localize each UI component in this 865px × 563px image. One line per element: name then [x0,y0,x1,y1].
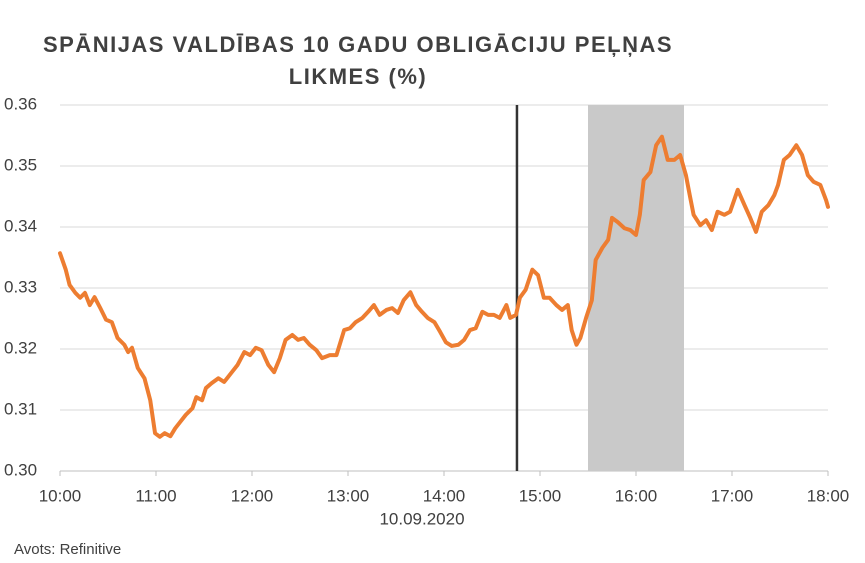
chart-title: LIKMES (%) [289,64,427,89]
x-axis-label: 10.09.2020 [379,509,464,528]
y-tick-label: 0.31 [4,399,37,418]
x-tick-label: 15:00 [519,486,562,505]
chart-title: SPĀNIJAS VALDĪBAS 10 GADU OBLIGĀCIJU PEĻ… [43,32,673,57]
y-tick-label: 0.34 [4,216,37,235]
y-tick-label: 0.33 [4,277,37,296]
x-tick-label: 13:00 [327,486,370,505]
y-tick-label: 0.36 [4,94,37,113]
x-tick-label: 14:00 [423,486,466,505]
x-tick-label: 16:00 [615,486,658,505]
x-tick-label: 18:00 [807,486,850,505]
y-tick-label: 0.30 [4,460,37,479]
x-tick-label: 11:00 [135,486,176,505]
shaded-region [588,105,684,471]
x-tick-label: 10:00 [39,486,82,505]
yield-line [58,134,830,439]
x-tick-label: 12:00 [231,486,274,505]
source-note: Avots: Refinitive [14,541,121,558]
x-tick-label: 17:00 [711,486,754,505]
y-tick-label: 0.32 [4,338,37,357]
y-tick-label: 0.35 [4,155,37,174]
